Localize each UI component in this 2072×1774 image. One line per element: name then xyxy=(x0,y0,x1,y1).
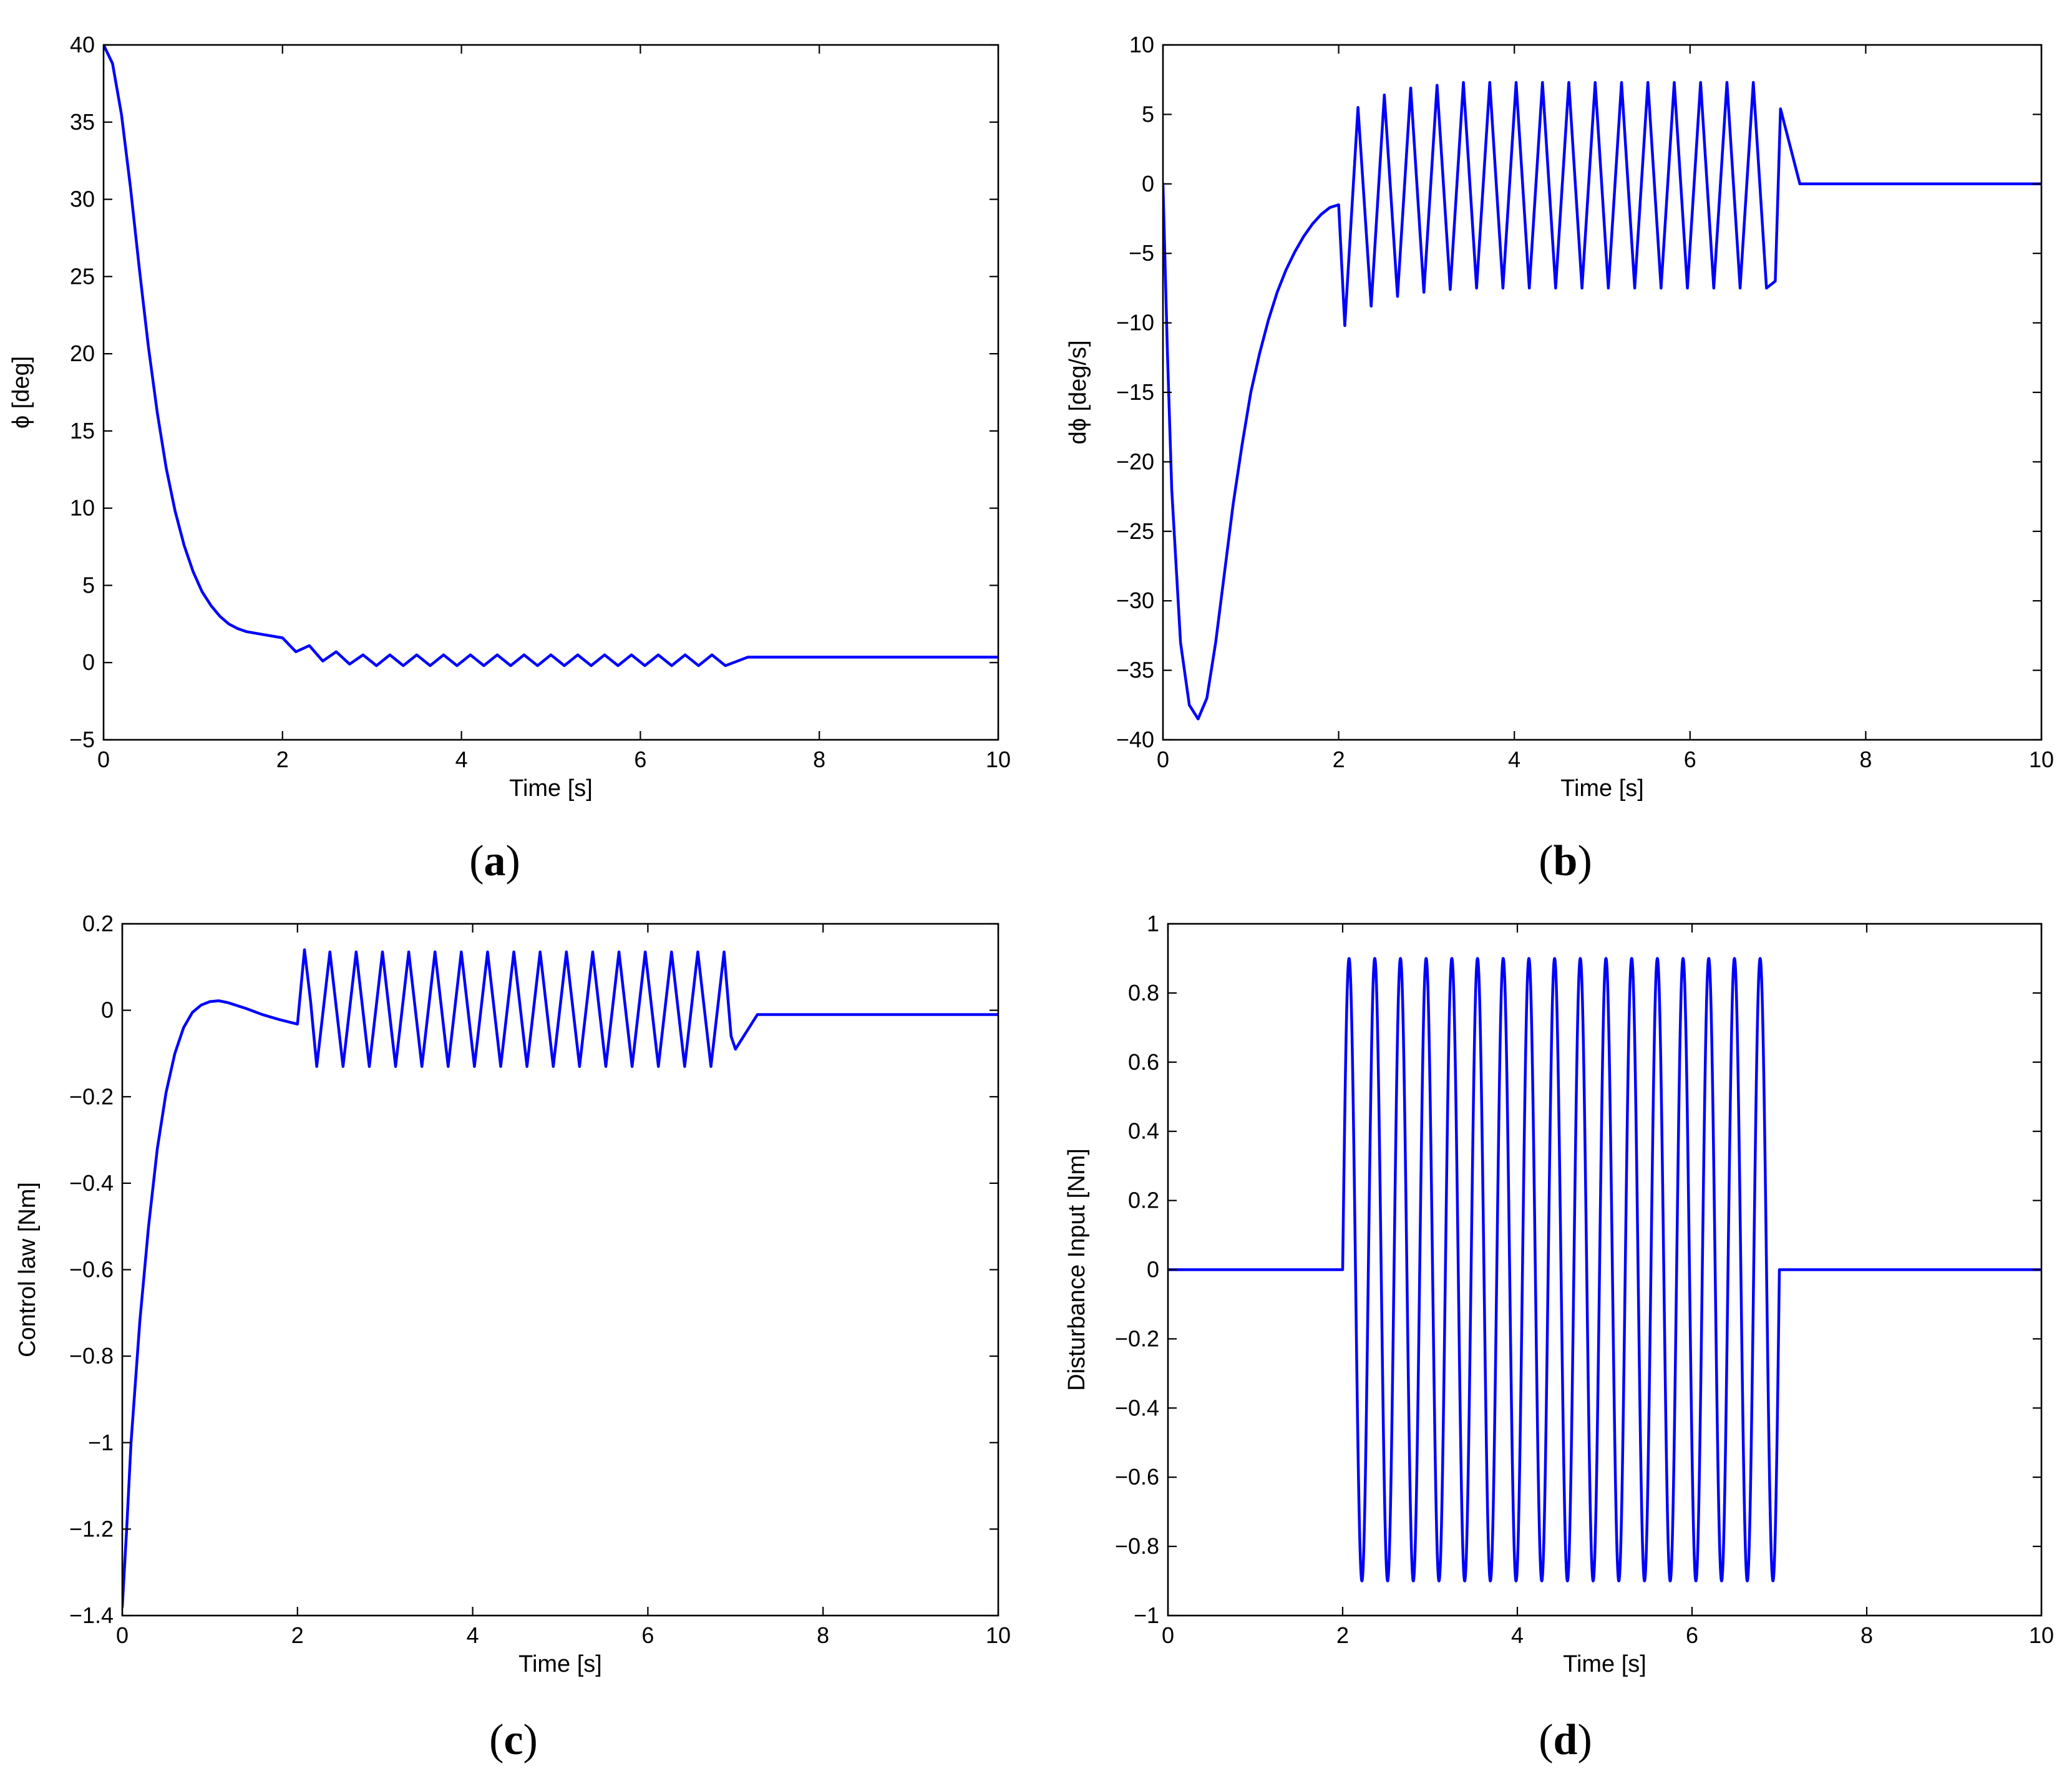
x-tick-label: 8 xyxy=(1859,747,1872,772)
y-tick-label: 0 xyxy=(82,649,95,675)
series-line-control xyxy=(122,948,998,1609)
y-tick-label: 0 xyxy=(1142,171,1154,196)
y-tick-label: 0.4 xyxy=(1128,1118,1159,1144)
y-tick-label: 0 xyxy=(101,997,114,1023)
x-tick-label: 2 xyxy=(1333,747,1345,772)
x-tick-label: 10 xyxy=(986,1622,1011,1648)
y-tick-label: −0.6 xyxy=(69,1257,114,1282)
series-line-dphi xyxy=(1163,80,2041,720)
y-tick-label: −0.4 xyxy=(1115,1395,1159,1420)
y-tick-label: −0.8 xyxy=(1115,1533,1159,1559)
x-tick-label: 10 xyxy=(986,747,1011,772)
y-tick-label: −0.2 xyxy=(69,1083,114,1109)
x-tick-label: 6 xyxy=(641,1622,654,1648)
y-tick-label: −15 xyxy=(1116,379,1154,405)
y-tick-label: 0.2 xyxy=(1128,1188,1159,1213)
y-tick-label: −20 xyxy=(1116,448,1154,474)
x-tick-label: 4 xyxy=(1511,1622,1524,1648)
y-tick-label: 0.2 xyxy=(82,911,114,936)
y-tick-label: 30 xyxy=(70,187,95,212)
y-tick-label: 15 xyxy=(70,418,95,444)
y-axis-label-b: dϕ [deg/s] xyxy=(1065,340,1091,444)
x-tick-label: 4 xyxy=(1508,747,1520,772)
y-tick-label: 25 xyxy=(70,263,95,289)
x-tick-label: 0 xyxy=(1157,747,1169,772)
y-tick-label: −0.4 xyxy=(69,1170,114,1196)
y-tick-label: 0 xyxy=(1147,1257,1159,1282)
x-tick-label: 2 xyxy=(276,747,289,772)
x-tick-label: 6 xyxy=(1684,747,1696,772)
y-tick-label: −35 xyxy=(1116,657,1154,683)
chart-c: 0 2 4 6 8 10 −1.4 −1.2 −1 −0.8 −0.6 −0.4 −0.2 0 0.2 Tim… xyxy=(14,911,1011,1677)
panel-label-a: (a) xyxy=(469,837,520,885)
x-tick-label: 6 xyxy=(1686,1622,1698,1648)
x-axis-label-a: Time [s] xyxy=(509,775,593,802)
y-tick-label: −10 xyxy=(1116,310,1154,336)
panel-label-b: (b) xyxy=(1539,837,1592,885)
y-tick-label: 5 xyxy=(82,572,95,598)
x-tick-label: 2 xyxy=(1336,1622,1349,1648)
x-tick-label: 4 xyxy=(455,747,468,772)
panel-label-c: (c) xyxy=(489,1716,538,1764)
y-tick-label: −5 xyxy=(69,727,95,752)
x-tick-label: 10 xyxy=(2029,747,2054,772)
y-tick-label: 20 xyxy=(70,341,95,366)
y-tick-label: 10 xyxy=(1129,32,1154,57)
x-tick-label: 0 xyxy=(97,747,110,772)
x-tick-label: 10 xyxy=(2029,1622,2054,1648)
x-axis-label-b: Time [s] xyxy=(1560,775,1644,802)
plot-frame-a xyxy=(102,44,1000,741)
y-tick-label: 40 xyxy=(70,32,95,57)
x-tick-label: 6 xyxy=(634,747,646,772)
x-tick-label: 0 xyxy=(1162,1622,1174,1648)
y-tick-label: 0.8 xyxy=(1128,980,1159,1006)
x-tick-label: 0 xyxy=(116,1622,129,1648)
y-tick-label: 10 xyxy=(70,495,95,521)
series-line-phi xyxy=(104,45,998,667)
x-axis-label-c: Time [s] xyxy=(518,1651,602,1677)
y-tick-label: −1 xyxy=(1134,1602,1159,1628)
x-axis-label-d: Time [s] xyxy=(1563,1651,1646,1677)
panel-label-d: (d) xyxy=(1539,1716,1592,1764)
y-tick-label: −30 xyxy=(1116,588,1154,613)
y-tick-label: −1.2 xyxy=(69,1516,114,1541)
y-tick-label: −1.4 xyxy=(69,1602,114,1628)
series-line-disturbance xyxy=(1168,957,2041,1583)
y-tick-label: −40 xyxy=(1116,727,1154,752)
y-axis-label-d: Disturbance Input [Nm] xyxy=(1064,1148,1090,1391)
chart-b: 0 2 4 6 8 10 −40 −35 −30 −25 −20 −15 −10 −5 0 5 10 Time [… xyxy=(1065,32,2054,802)
y-tick-label: −1 xyxy=(88,1430,114,1455)
y-axis-label-c: Control law [Nm] xyxy=(14,1182,41,1357)
y-axis-label-a: ϕ [deg] xyxy=(8,356,34,429)
x-tick-label: 8 xyxy=(817,1622,829,1648)
x-tick-label: 8 xyxy=(1860,1622,1873,1648)
y-tick-label: −0.8 xyxy=(69,1343,114,1369)
y-tick-label: 1 xyxy=(1147,911,1159,936)
y-tick-label: 35 xyxy=(70,109,95,135)
y-tick-label: 5 xyxy=(1142,101,1154,127)
x-tick-label: 2 xyxy=(291,1622,304,1648)
x-tick-label: 4 xyxy=(467,1622,479,1648)
x-tick-label: 8 xyxy=(813,747,825,772)
y-tick-label: −25 xyxy=(1116,518,1154,544)
y-tick-label: 0.6 xyxy=(1128,1049,1159,1075)
y-tick-label: −5 xyxy=(1129,240,1154,266)
y-tick-label: −0.2 xyxy=(1115,1326,1159,1351)
chart-d: 0 2 4 6 8 10 −1 −0.8 −0.6 −0.4 −0.2 0 0.2 0.4 0.6 0.8 1 T… xyxy=(1064,911,2054,1677)
y-tick-label: −0.6 xyxy=(1115,1464,1159,1490)
